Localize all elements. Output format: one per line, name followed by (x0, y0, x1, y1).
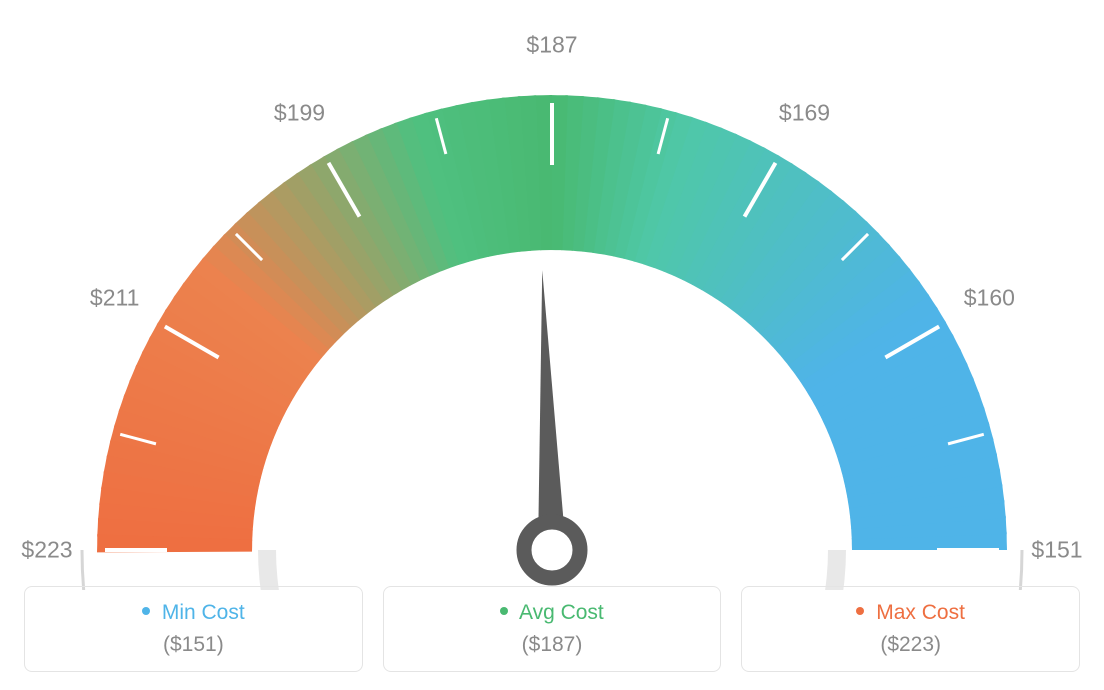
gauge-container: $151 $160 $169 $187 $199 $211 $223 (0, 0, 1104, 570)
legend-title-min: Min Cost (25, 601, 362, 625)
gauge-tick-label: $187 (526, 32, 577, 59)
legend-title-max: Max Cost (742, 601, 1079, 625)
dot-max (856, 607, 864, 615)
legend-title-avg: Avg Cost (384, 601, 721, 625)
legend-title-text-max: Max Cost (876, 601, 965, 624)
gauge-tick-label: $199 (274, 99, 325, 126)
legend-card-min: Min Cost ($151) (24, 586, 363, 672)
legend-value-avg: ($187) (384, 633, 721, 657)
legend-row: Min Cost ($151) Avg Cost ($187) Max Cost… (24, 586, 1080, 672)
gauge-tick-label: $169 (779, 99, 830, 126)
gauge-tick-label: $211 (90, 284, 139, 311)
legend-title-text-avg: Avg Cost (519, 601, 604, 624)
dot-avg (500, 607, 508, 615)
legend-card-avg: Avg Cost ($187) (383, 586, 722, 672)
legend-value-max: ($223) (742, 633, 1079, 657)
gauge-svg (0, 20, 1104, 590)
dot-min (142, 607, 150, 615)
legend-title-text-min: Min Cost (162, 601, 245, 624)
legend-value-min: ($151) (25, 633, 362, 657)
gauge-tick-label: $160 (964, 284, 1015, 311)
gauge-tick-label: $223 (21, 537, 72, 564)
gauge-tick-label: $151 (1031, 537, 1082, 564)
legend-card-max: Max Cost ($223) (741, 586, 1080, 672)
